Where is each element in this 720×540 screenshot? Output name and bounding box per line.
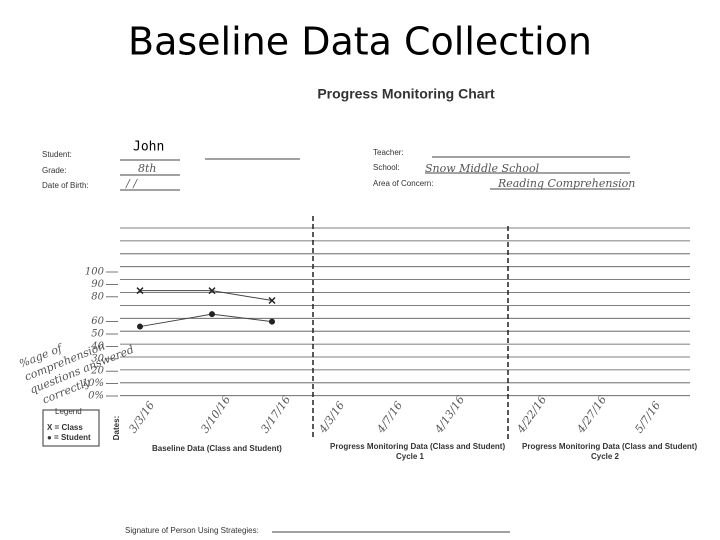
cycle-label: Cycle 1	[396, 452, 425, 461]
date-label: 4/7/16	[374, 399, 406, 436]
date-label: 5/7/16	[632, 399, 663, 435]
y-tick-label: 40	[90, 341, 104, 352]
field-value: Reading Comprehension	[497, 177, 635, 190]
date-label: 3/10/16	[198, 393, 233, 435]
y-tick-label: 20	[90, 366, 104, 377]
student-marker	[209, 311, 215, 318]
signature-label: Signature of Person Using Strategies:	[125, 526, 259, 535]
field-label: Teacher:	[373, 148, 404, 157]
date-label: 4/22/16	[514, 393, 550, 436]
class-marker	[208, 287, 216, 295]
class-marker	[136, 287, 144, 295]
legend-item: X = Class	[47, 423, 83, 432]
student-marker	[137, 323, 143, 330]
y-tick-label: 50	[91, 329, 104, 340]
student-marker	[269, 318, 275, 325]
field-value: Snow Middle School	[425, 162, 540, 175]
dates-label: Dates:	[112, 416, 121, 440]
date-label: 4/27/16	[574, 393, 610, 436]
field-label: Grade:	[42, 166, 66, 175]
date-label: 4/3/16	[316, 399, 348, 436]
y-tick-label: 100	[85, 267, 105, 278]
field-label: Date of Birth:	[42, 181, 89, 190]
field-value: 8th	[138, 162, 157, 175]
y-tick-label: 30	[91, 353, 104, 364]
slide-title: Baseline Data Collection	[128, 20, 592, 64]
section-label: Progress Monitoring Data (Class and Stud…	[330, 442, 505, 451]
legend-title: Legend	[55, 407, 82, 416]
form-title: Progress Monitoring Chart	[317, 86, 495, 102]
series-line	[140, 290, 273, 302]
cycle-label: Cycle 2	[591, 452, 620, 461]
date-label: 4/13/16	[432, 393, 468, 436]
section-label: Progress Monitoring Data (Class and Stud…	[522, 442, 697, 451]
date-label: 3/3/16	[126, 399, 157, 435]
class-marker	[268, 296, 276, 305]
field-label: Student:	[42, 150, 72, 159]
field-value: John	[133, 140, 164, 155]
y-tick-label: 80	[91, 291, 104, 302]
legend-item: ● = Student	[47, 433, 91, 442]
field-label: Area of Concern:	[373, 179, 433, 188]
y-tick-label: 0%	[88, 391, 104, 402]
field-label: School:	[373, 163, 400, 172]
y-tick-label: 60	[91, 316, 104, 327]
y-tick-label: 10%	[82, 378, 104, 389]
form-lines	[120, 227, 690, 397]
date-label: 3/17/16	[258, 393, 293, 435]
series-line	[139, 313, 273, 328]
legend-box	[42, 409, 100, 447]
field-value: / /	[125, 177, 138, 190]
section-label: Baseline Data (Class and Student)	[152, 444, 282, 453]
y-tick-label: 90	[91, 279, 104, 290]
